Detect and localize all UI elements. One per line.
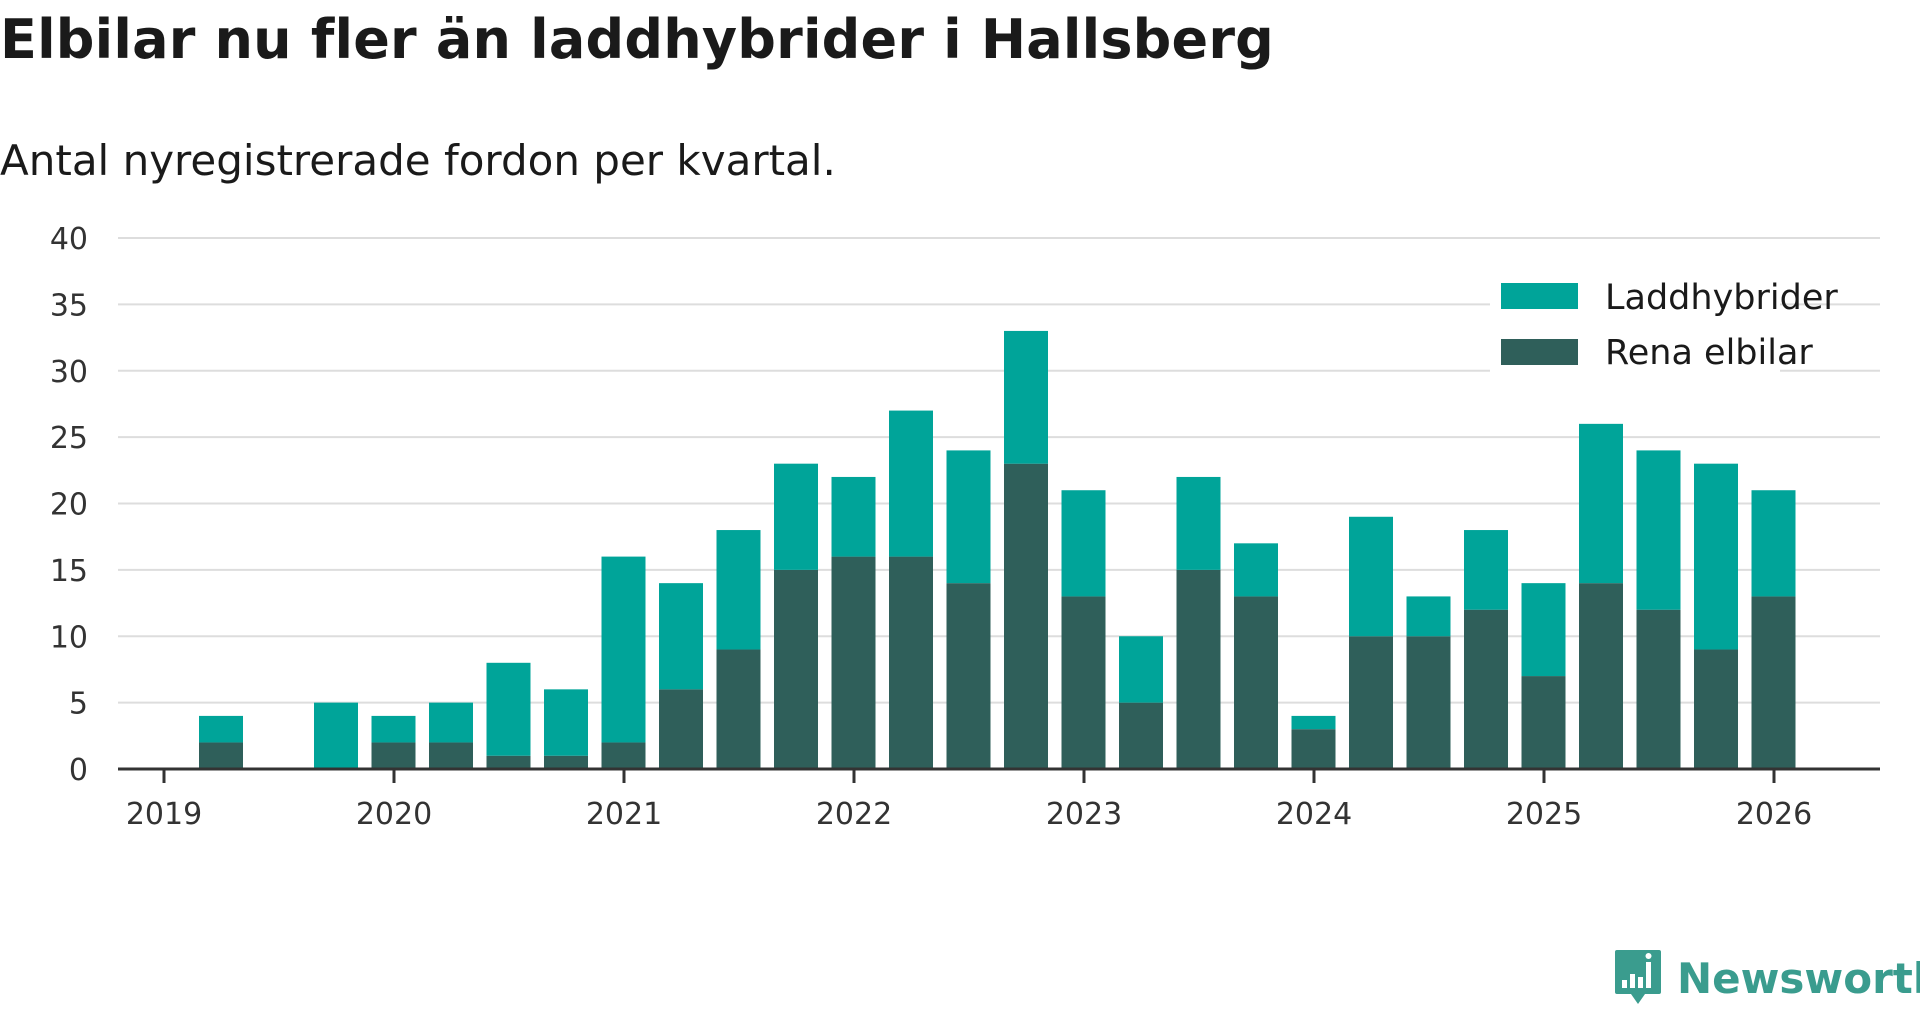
bar-rena-elbilar: [659, 689, 703, 769]
bar-rena-elbilar: [716, 649, 761, 769]
y-tick-label: 15: [50, 554, 88, 589]
bar-laddhybrider: [946, 450, 991, 584]
bar-laddhybrider: [774, 463, 818, 570]
bar-rena-elbilar: [601, 742, 646, 769]
bar-laddhybrider: [544, 689, 588, 756]
legend-swatch-rena-elbilar: [1501, 339, 1578, 365]
bar-rena-elbilar: [1636, 609, 1681, 769]
bar-rena-elbilar: [774, 569, 818, 769]
bar-rena-elbilar: [1004, 463, 1048, 769]
y-tick-label: 40: [50, 222, 88, 257]
y-tick-label: 10: [50, 620, 88, 655]
bar-laddhybrider: [1579, 423, 1623, 584]
bar-rena-elbilar: [1406, 636, 1451, 769]
bar-laddhybrider: [1291, 715, 1336, 730]
bars: [199, 330, 1796, 769]
chart-title: Elbilar nu fler än laddhybrider i Hallsb…: [0, 8, 1275, 71]
bar-laddhybrider: [1694, 463, 1738, 650]
bar-laddhybrider: [314, 702, 358, 769]
newsworthy-logo-icon: [1615, 950, 1661, 1004]
bar-laddhybrider: [601, 556, 646, 743]
y-axis-ticks: 0 5 10 15 20 25 30 35 40: [50, 222, 88, 788]
x-tick-label: 2025: [1506, 797, 1582, 832]
bar-laddhybrider: [1751, 490, 1796, 597]
bar-rena-elbilar: [1234, 596, 1278, 769]
x-tick-label: 2022: [816, 797, 892, 832]
bar-rena-elbilar: [1694, 649, 1738, 769]
bar-rena-elbilar: [1119, 702, 1163, 769]
bar-laddhybrider: [1004, 330, 1048, 464]
bar-rena-elbilar: [544, 755, 588, 769]
y-tick-label: 25: [50, 421, 88, 456]
newsworthy-logo-text: Newsworthy: [1677, 953, 1920, 1003]
bar-laddhybrider: [1636, 450, 1681, 610]
bar-laddhybrider: [1061, 490, 1106, 597]
bar-laddhybrider: [1234, 543, 1278, 597]
bar-laddhybrider: [716, 530, 761, 650]
x-tick-label: 2019: [126, 797, 202, 832]
x-tick-label: 2024: [1276, 797, 1352, 832]
bar-laddhybrider: [1521, 583, 1566, 677]
x-tick-label: 2023: [1046, 797, 1122, 832]
bar-laddhybrider: [486, 662, 531, 756]
bar-laddhybrider: [1464, 530, 1508, 610]
bar-rena-elbilar: [199, 742, 243, 769]
bar-rena-elbilar: [1061, 596, 1106, 769]
legend-label-rena-elbilar: Rena elbilar: [1605, 333, 1813, 373]
chart-subtitle: Antal nyregistrerade fordon per kvartal.: [0, 136, 836, 185]
bar-laddhybrider: [831, 476, 876, 557]
y-tick-label: 30: [50, 355, 88, 390]
y-tick-label: 0: [69, 753, 88, 788]
y-tick-label: 20: [50, 488, 88, 523]
y-tick-label: 35: [50, 288, 88, 323]
bar-laddhybrider: [659, 583, 703, 690]
bar-rena-elbilar: [946, 583, 991, 769]
bar-laddhybrider: [1176, 476, 1221, 570]
bar-rena-elbilar: [429, 742, 473, 769]
y-tick-label: 5: [69, 687, 88, 722]
bar-rena-elbilar: [1349, 636, 1393, 769]
bar-laddhybrider: [371, 715, 416, 743]
legend-label-laddhybrider: Laddhybrider: [1605, 278, 1838, 318]
legend: Laddhybrider Rena elbilar: [1490, 276, 1838, 376]
bar-laddhybrider: [1349, 516, 1393, 637]
bar-laddhybrider: [1119, 636, 1163, 703]
bar-laddhybrider: [429, 702, 473, 743]
x-tick-label: 2020: [356, 797, 432, 832]
bar-rena-elbilar: [486, 755, 531, 769]
newsworthy-logo: Newsworthy: [1613, 948, 1920, 1008]
legend-swatch-laddhybrider: [1501, 283, 1578, 309]
bar-rena-elbilar: [831, 556, 876, 769]
bar-rena-elbilar: [1579, 583, 1623, 769]
bar-rena-elbilar: [1464, 609, 1508, 769]
bar-rena-elbilar: [1291, 729, 1336, 769]
bar-rena-elbilar: [1751, 596, 1796, 769]
bar-laddhybrider: [199, 715, 243, 743]
x-axis: 2019 2020 2021 2022 2023 2024 2025 2026: [118, 767, 1880, 832]
bar-rena-elbilar: [1176, 569, 1221, 769]
bar-rena-elbilar: [371, 742, 416, 769]
x-tick-label: 2026: [1736, 797, 1812, 832]
x-tick-label: 2021: [586, 797, 662, 832]
bar-laddhybrider: [889, 410, 933, 557]
bar-rena-elbilar: [889, 556, 933, 769]
bar-rena-elbilar: [1521, 676, 1566, 769]
bar-laddhybrider: [1406, 596, 1451, 637]
